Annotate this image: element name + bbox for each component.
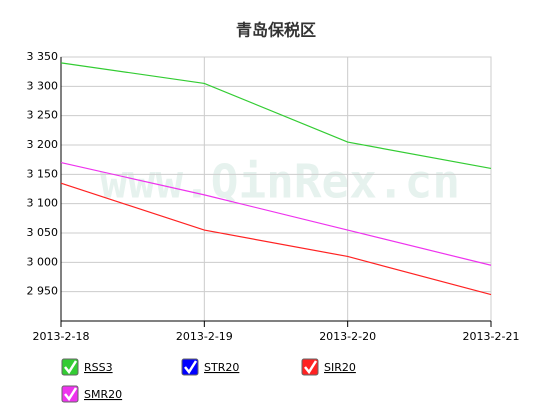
y-tick-label: 3 050 [27,226,59,239]
y-tick-label: 2 950 [27,285,59,298]
legend-label[interactable]: RSS3 [84,361,113,374]
y-tick-label: 3 300 [27,79,59,92]
watermark: www.QinRex.cn [100,155,460,209]
series-line [60,162,492,266]
y-tick-label: 3 000 [27,255,59,268]
legend-check[interactable] [304,360,318,375]
legend-check[interactable] [64,387,78,402]
y-tick-label: 3 200 [27,138,59,151]
series-line [60,62,492,170]
x-tick-label: 2013-2-20 [319,330,376,343]
legend-label[interactable]: SMR20 [84,388,122,401]
legend-check[interactable] [64,360,78,375]
y-tick-label: 3 250 [27,109,59,122]
legend-label[interactable]: SIR20 [324,361,356,374]
chart-title: 青岛保税区 [236,21,316,40]
series-line [60,182,492,296]
x-tick-label: 2013-2-21 [463,330,520,343]
legend-label[interactable]: STR20 [204,361,239,374]
y-tick-label: 3 100 [27,197,59,210]
x-tick-label: 2013-2-18 [33,330,90,343]
y-tick-label: 3 150 [27,167,59,180]
legend-check[interactable] [184,360,198,375]
y-tick-label: 3 350 [27,50,59,63]
x-tick-label: 2013-2-19 [176,330,233,343]
